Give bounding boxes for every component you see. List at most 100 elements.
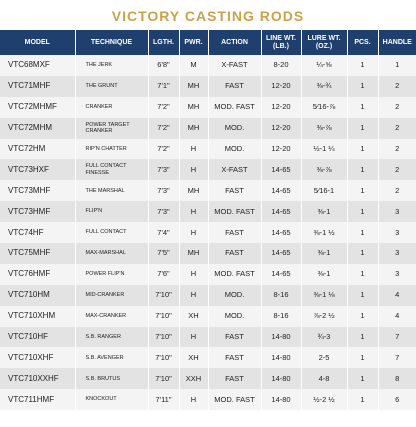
table-cell: 7'10": [147, 368, 179, 390]
table-cell: 14-65: [260, 222, 301, 244]
table-cell: FAST: [207, 222, 261, 244]
table-cell: 1: [346, 180, 378, 202]
table-cell: FAST: [207, 75, 261, 97]
table-cell: H: [178, 263, 208, 285]
table-row: VTC711HMF KNOCKOUT 7'11" H MOD. FAST 14-80 ½-2…: [0, 389, 416, 411]
column-header: HANDLE: [377, 30, 416, 55]
table-cell: 14-80: [260, 389, 301, 411]
table-cell: H: [178, 138, 208, 160]
table-cell: XXH: [178, 368, 208, 390]
table-cell: H: [178, 159, 208, 181]
table-row: VTC72MHMF CRANKER 7'2" MH MOD. FAST 12-20 5⁄16…: [0, 96, 416, 118]
table-cell: VTC74HF: [0, 222, 75, 244]
table-cell: VTC72HM: [0, 138, 75, 160]
table-cell: 3: [377, 243, 416, 264]
rod-table: MODEL TECHNIQUE LGTH. PWR. ACTION LINE WT. (L…: [0, 30, 416, 411]
table-cell: 12-20: [260, 96, 301, 118]
table-header: MODEL TECHNIQUE LGTH. PWR. ACTION LINE WT. (L…: [0, 30, 416, 55]
table-cell: ⅜-1: [300, 201, 347, 223]
table-cell: ½-2 ½: [300, 389, 347, 411]
table-cell: ⅜-1 ½: [300, 222, 347, 244]
table-cell: POWER TARGET CRANKER: [74, 117, 148, 139]
table-cell: MOD.: [207, 117, 261, 139]
table-row: VTC73HMF FLIP'N 7'3" H MOD. FAST 14-65 ⅜-1 1 3: [0, 201, 416, 223]
table-cell: MOD.: [207, 138, 261, 160]
table-cell: 7'1": [147, 75, 179, 97]
table-cell: ⅜-⅞: [300, 117, 347, 139]
table-row: VTC68MXF THE JERK 6'8" M X-FAST 8-20 ¼-⅝ 1 1: [0, 55, 416, 76]
table-row: VTC73HXF FULL CONTACT FINESSE 7'3" H X-FAST 1…: [0, 159, 416, 181]
table-cell: 7'4": [147, 222, 179, 244]
table-cell: MOD. FAST: [207, 96, 261, 118]
table-cell: 8-16: [260, 284, 301, 306]
table-cell: ¾-3: [300, 326, 347, 348]
table-cell: 1: [346, 96, 378, 118]
table-cell: VTC73HMF: [0, 201, 75, 223]
table-cell: 3: [377, 263, 416, 285]
table-cell: 7'3": [147, 159, 179, 181]
table-cell: MID-CRANKER: [74, 284, 148, 306]
table-cell: 3: [377, 222, 416, 244]
table-cell: 7'2": [147, 96, 179, 118]
table-cell: 14-80: [260, 368, 301, 390]
table-cell: 1: [346, 347, 378, 369]
table-cell: 1: [346, 138, 378, 160]
table-cell: 14-80: [260, 326, 301, 348]
table-cell: ⅜-¾: [300, 75, 347, 97]
table-cell: ⅜-⅞: [300, 159, 347, 181]
table-row: VTC76HMF POWER FLIP'N 7'6" H MOD. FAST 14-65 ⅜…: [0, 263, 416, 285]
table-cell: M: [178, 55, 208, 76]
table-cell: 12-20: [260, 117, 301, 139]
table-row: VTC72MHM POWER TARGET CRANKER 7'2" MH MOD. 12…: [0, 117, 416, 139]
table-cell: 1: [346, 389, 378, 411]
table-cell: MH: [178, 96, 208, 118]
table-cell: MAX-CRANKER: [74, 305, 148, 327]
column-header: LGTH.: [147, 30, 179, 55]
table-cell: VTC73HXF: [0, 159, 75, 181]
table-cell: 7'6": [147, 263, 179, 285]
table-cell: MAX-MARSHAL: [74, 243, 148, 264]
table-cell: ⅞-2 ½: [300, 305, 347, 327]
table-cell: KNOCKOUT: [74, 389, 148, 411]
table-cell: H: [178, 284, 208, 306]
table-cell: 2: [377, 138, 416, 160]
table-cell: 8: [377, 368, 416, 390]
table-cell: XH: [178, 347, 208, 369]
table-cell: 6: [377, 389, 416, 411]
table-cell: 1: [377, 55, 416, 76]
table-cell: 7'11": [147, 389, 179, 411]
table-cell: 2: [377, 96, 416, 118]
table-row: VTC71MHF THE GRUNT 7'1" MH FAST 12-20 ⅜-¾ 1 2: [0, 75, 416, 97]
table-cell: 14-65: [260, 243, 301, 264]
table-cell: ⅜-1: [300, 243, 347, 264]
table-cell: S.B. RANGER: [74, 326, 148, 348]
table-row: VTC710HF S.B. RANGER 7'10" H FAST 14-80 ¾-3 1 7: [0, 326, 416, 348]
table-cell: THE JERK: [74, 55, 148, 76]
table-row: VTC710XHF S.B. AVENGER 7'10" XH FAST 14-80 2-5…: [0, 347, 416, 369]
table-cell: POWER FLIP'N: [74, 263, 148, 285]
table-cell: THE GRUNT: [74, 75, 148, 97]
table-cell: 7'10": [147, 347, 179, 369]
table-cell: 8-20: [260, 55, 301, 76]
table-cell: FAST: [207, 368, 261, 390]
table-cell: ⅜-1: [300, 263, 347, 285]
table-cell: VTC72MHMF: [0, 96, 75, 118]
table-cell: 1: [346, 159, 378, 181]
table-cell: VTC711HMF: [0, 389, 75, 411]
column-header: MODEL: [0, 30, 75, 55]
table-cell: 3: [377, 201, 416, 223]
table-cell: H: [178, 201, 208, 223]
column-header: ACTION: [207, 30, 261, 55]
table-cell: 7'10": [147, 326, 179, 348]
table-cell: 8-16: [260, 305, 301, 327]
table-cell: VTC73MHF: [0, 180, 75, 202]
table-cell: MH: [178, 75, 208, 97]
table-cell: VTC68MXF: [0, 55, 75, 76]
table-cell: 5⁄16-1: [300, 180, 347, 202]
table-cell: 5⁄16-⅞: [300, 96, 347, 118]
column-header: LURE WT. (OZ.): [300, 30, 347, 55]
table-cell: 4: [377, 284, 416, 306]
table-cell: VTC71MHF: [0, 75, 75, 97]
